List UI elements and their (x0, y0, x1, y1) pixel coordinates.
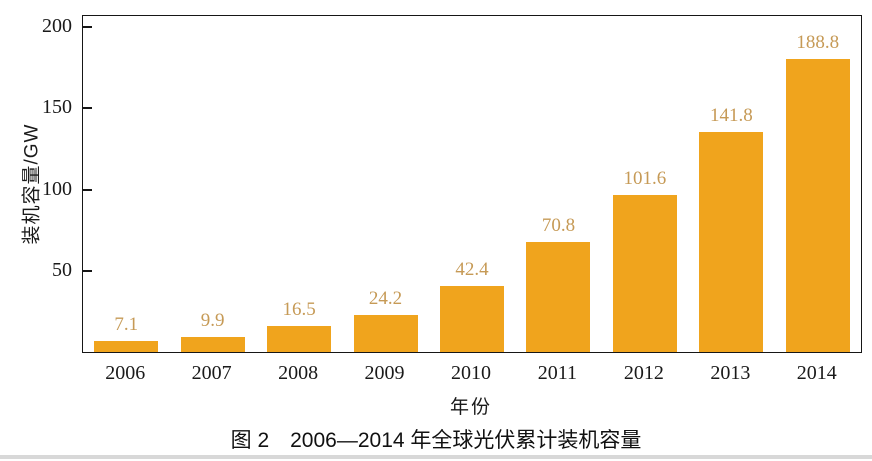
y-tick-mark (83, 269, 92, 272)
plot-area: 7.1 9.9 16.5 24.2 42.4 70.8 101.6 141.8 188.8 (82, 15, 862, 353)
bar-value-label: 141.8 (709, 105, 753, 127)
bar (94, 341, 159, 352)
x-tick-label: 2012 (623, 362, 664, 384)
bar-value-label: 9.9 (200, 309, 225, 331)
y-tick-mark (83, 188, 92, 191)
x-tick-label: 2010 (450, 362, 491, 384)
x-tick-label: 2006 (105, 362, 146, 384)
y-tick-mark (83, 107, 92, 110)
bar (353, 314, 418, 352)
bar (785, 59, 850, 352)
y-tick-label: 100 (42, 177, 72, 200)
y-tick-label: 50 (52, 258, 72, 281)
bar-value-label: 16.5 (282, 299, 316, 321)
x-tick-label: 2013 (710, 362, 751, 384)
bar-value-label: 24.2 (368, 287, 403, 309)
bar (526, 242, 591, 352)
bar-value-label: 42.4 (455, 259, 489, 281)
bar-value-label: 7.1 (114, 314, 139, 335)
x-tick-label: 2014 (796, 362, 837, 384)
bar-value-label: 101.6 (623, 167, 667, 189)
x-tick-label: 2007 (191, 362, 232, 384)
bar (440, 286, 504, 352)
x-tick-label: 2008 (278, 362, 319, 384)
bar-value-label: 70.8 (541, 215, 576, 237)
figure-caption: 图 2 2006—2014 年全球光伏累计装机容量 (230, 429, 642, 452)
bar (180, 336, 245, 352)
bar (699, 132, 764, 352)
y-tick-label: 150 (42, 96, 72, 119)
bar-value-label: 188.8 (796, 32, 840, 54)
x-tick-label: 2009 (364, 362, 405, 384)
bar (267, 326, 332, 352)
y-tick-mark (83, 26, 92, 29)
bar (612, 194, 677, 352)
x-tick-label: 2011 (537, 362, 578, 384)
x-axis-label: 年份 (449, 397, 492, 418)
bottom-divider (0, 455, 872, 459)
y-tick-label: 200 (42, 15, 72, 38)
